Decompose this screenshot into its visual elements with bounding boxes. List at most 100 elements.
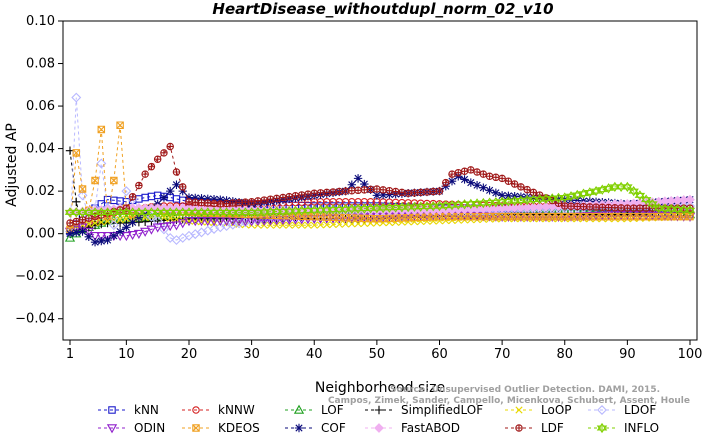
data-point xyxy=(197,218,206,226)
legend-label: SimplifiedLOF xyxy=(401,403,483,417)
data-point xyxy=(96,158,107,169)
legend-item: SimplifiedLOF xyxy=(365,403,483,417)
data-point xyxy=(323,188,331,197)
data-point xyxy=(227,217,238,227)
data-point xyxy=(341,220,350,228)
data-point xyxy=(373,185,381,193)
data-point xyxy=(78,185,87,193)
data-point xyxy=(504,191,513,201)
data-point xyxy=(636,204,644,212)
data-point xyxy=(515,424,523,432)
data-point xyxy=(435,187,444,195)
x-tick-label: 60 xyxy=(431,347,448,362)
data-point xyxy=(442,178,450,187)
legend-item: LDF xyxy=(505,421,564,435)
data-point xyxy=(634,190,646,201)
data-point xyxy=(177,219,188,229)
data-point xyxy=(159,193,169,202)
data-point xyxy=(184,193,194,202)
data-point xyxy=(72,228,81,237)
data-point xyxy=(254,197,262,205)
data-point xyxy=(291,192,300,200)
data-point xyxy=(241,198,250,206)
data-point xyxy=(209,195,219,204)
y-tick-label: 0.00 xyxy=(26,227,55,242)
data-point xyxy=(498,174,506,183)
legend: kNN kNNW LOF SimplifiedLOF LoOP LDOF ODIN KDEOS… xyxy=(98,403,659,435)
data-point xyxy=(523,185,531,194)
data-point xyxy=(77,223,88,233)
x-tick-label: 40 xyxy=(306,347,323,362)
data-point xyxy=(191,193,200,203)
data-point xyxy=(210,199,218,208)
data-point xyxy=(374,423,384,433)
data-point xyxy=(404,189,412,197)
data-point xyxy=(183,217,195,227)
data-point xyxy=(611,204,619,212)
data-point xyxy=(116,121,124,129)
y-tick-label: −0.02 xyxy=(15,269,55,284)
data-point xyxy=(229,199,237,207)
data-point xyxy=(146,225,157,235)
data-point xyxy=(597,405,607,415)
data-point xyxy=(285,221,293,229)
data-point xyxy=(504,177,513,185)
data-point xyxy=(517,183,525,191)
data-point xyxy=(153,155,162,163)
legend-label: FastABOD xyxy=(401,421,460,434)
data-point xyxy=(492,173,500,181)
data-point xyxy=(271,216,282,226)
data-point xyxy=(623,204,632,212)
data-point xyxy=(152,215,163,226)
data-point xyxy=(260,196,268,204)
data-point xyxy=(460,167,469,175)
data-point xyxy=(97,236,106,246)
data-point xyxy=(221,217,232,227)
data-point xyxy=(171,221,182,231)
x-tick-label: 90 xyxy=(619,347,636,362)
series-kdeos xyxy=(66,121,694,234)
data-point xyxy=(110,176,118,185)
data-point xyxy=(121,232,132,242)
data-point xyxy=(560,202,569,210)
data-point xyxy=(91,219,99,227)
data-point xyxy=(685,194,695,205)
data-point xyxy=(586,203,594,211)
data-point xyxy=(348,187,356,195)
data-point xyxy=(216,200,225,208)
legend-label: kNNW xyxy=(218,403,255,417)
data-point xyxy=(467,166,475,174)
data-point xyxy=(247,198,256,206)
legend-label: kNN xyxy=(134,403,159,417)
data-point xyxy=(166,186,175,196)
data-point xyxy=(304,221,312,229)
legend-label: KDEOS xyxy=(218,421,260,434)
data-point xyxy=(622,181,633,193)
data-point xyxy=(597,211,608,221)
data-point xyxy=(684,205,696,216)
data-point xyxy=(197,198,206,207)
legend-item: LDOF xyxy=(588,403,656,417)
chart-title: HeartDisease_withoutdupl_norm_02_v10 xyxy=(212,0,553,18)
data-point xyxy=(84,232,93,242)
source-watermark-line-1: Source: Unsupervised Outlier Detection. … xyxy=(390,385,660,395)
data-point xyxy=(592,203,600,211)
x-tick-label: 50 xyxy=(369,347,386,362)
data-point xyxy=(202,217,213,227)
legend-label: LOF xyxy=(321,403,344,417)
data-point xyxy=(279,221,287,229)
data-point xyxy=(72,149,81,157)
data-point xyxy=(573,202,582,211)
data-point xyxy=(172,215,181,223)
data-point xyxy=(354,186,362,194)
data-point xyxy=(579,202,588,211)
data-point xyxy=(554,199,563,207)
data-point xyxy=(310,221,318,229)
data-point xyxy=(466,178,476,187)
data-point xyxy=(203,194,212,203)
legend-label: INFLO xyxy=(624,421,659,434)
legend-item: KDEOS xyxy=(182,421,260,435)
data-point xyxy=(90,237,100,247)
